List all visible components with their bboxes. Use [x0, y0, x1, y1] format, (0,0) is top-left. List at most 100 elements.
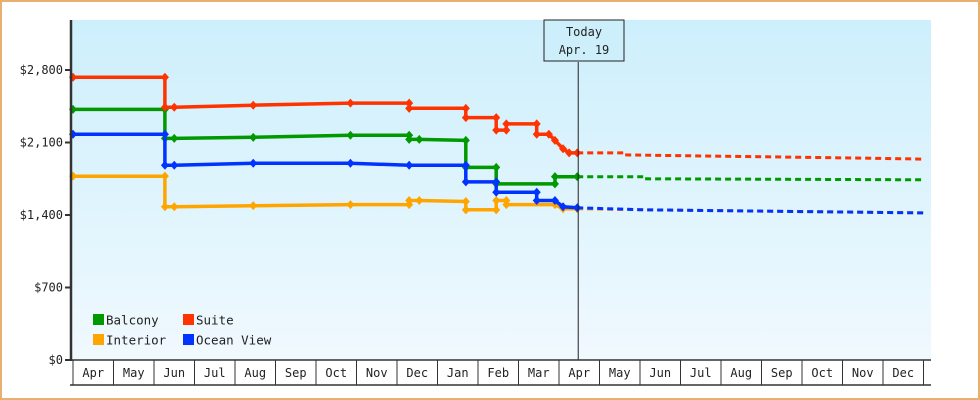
month-label: Jan: [447, 366, 469, 380]
legend: Balcony Suite Interior Ocean View: [93, 313, 272, 348]
data-point-marker[interactable]: [502, 200, 511, 210]
data-point-marker[interactable]: [532, 196, 541, 205]
data-point-marker[interactable]: [405, 196, 414, 205]
series-layer: [69, 72, 924, 215]
legend-swatch: [93, 314, 104, 325]
data-point-marker[interactable]: [461, 205, 470, 215]
today-marker: Today Apr. 19: [543, 19, 625, 360]
data-point-marker[interactable]: [160, 129, 169, 139]
month-label: Sep: [285, 366, 307, 380]
data-point-marker[interactable]: [550, 196, 559, 205]
legend-item-balcony[interactable]: Balcony: [93, 313, 159, 328]
legend-label: Balcony: [106, 313, 159, 328]
data-point-marker[interactable]: [160, 72, 169, 82]
data-point-marker[interactable]: [346, 200, 355, 210]
data-point-marker[interactable]: [544, 129, 553, 139]
month-label: Apr: [82, 366, 104, 380]
data-point-marker[interactable]: [492, 196, 501, 205]
today-box: [543, 19, 625, 62]
data-point-marker[interactable]: [532, 129, 541, 139]
legend-label: Ocean View: [196, 333, 272, 348]
data-point-marker[interactable]: [492, 187, 501, 197]
y-tick-label: $2,800: [20, 63, 63, 77]
legend-swatch: [183, 334, 194, 345]
data-point-marker[interactable]: [405, 134, 414, 144]
data-point-marker[interactable]: [405, 103, 414, 113]
data-point-marker[interactable]: [249, 132, 258, 142]
data-point-marker[interactable]: [249, 100, 258, 110]
series-forecast-line: [577, 151, 924, 161]
data-point-marker[interactable]: [492, 162, 501, 172]
today-label: Today: [566, 25, 602, 39]
legend-item-interior[interactable]: Interior: [93, 333, 167, 348]
data-point-marker[interactable]: [532, 119, 541, 129]
data-point-marker[interactable]: [249, 158, 258, 168]
month-label: Jul: [204, 366, 226, 380]
data-point-marker[interactable]: [565, 148, 574, 158]
data-point-marker[interactable]: [346, 98, 355, 108]
month-label: Sep: [771, 366, 793, 380]
axes: $0 $700 $1,400 $2,100 $2,800 Apr May Jun Jul Aug S…: [20, 20, 931, 386]
data-point-marker[interactable]: [550, 172, 559, 182]
month-label: Aug: [730, 366, 752, 380]
month-label: Dec: [406, 366, 428, 380]
legend-item-suite[interactable]: Suite: [183, 313, 234, 328]
data-point-marker[interactable]: [170, 202, 179, 212]
data-point-marker[interactable]: [492, 177, 501, 187]
data-point-marker[interactable]: [160, 171, 169, 181]
data-point-marker[interactable]: [573, 203, 582, 213]
data-point-marker[interactable]: [170, 102, 179, 112]
month-label: Jun: [649, 366, 671, 380]
data-point-marker[interactable]: [415, 134, 424, 144]
data-point-marker[interactable]: [160, 102, 169, 112]
legend-label: Interior: [106, 333, 167, 348]
data-point-marker[interactable]: [461, 135, 470, 145]
data-point-marker[interactable]: [492, 125, 501, 135]
legend-swatch: [183, 314, 194, 325]
data-point-marker[interactable]: [160, 160, 169, 170]
data-point-marker[interactable]: [461, 177, 470, 187]
data-point-marker[interactable]: [405, 160, 414, 170]
month-label: May: [609, 366, 631, 380]
data-point-marker[interactable]: [461, 103, 470, 113]
data-point-marker[interactable]: [170, 133, 179, 143]
month-label: Oct: [811, 366, 833, 380]
month-label: Aug: [244, 366, 266, 380]
series-line: [73, 107, 578, 186]
data-point-marker[interactable]: [405, 98, 414, 108]
y-tick-label: $2,100: [20, 136, 63, 150]
data-point-marker[interactable]: [492, 205, 501, 215]
data-point-marker[interactable]: [532, 187, 541, 197]
data-point-marker[interactable]: [415, 196, 424, 205]
plot-area: [72, 20, 931, 360]
month-label: Oct: [325, 366, 347, 380]
data-point-marker[interactable]: [346, 158, 355, 168]
data-point-marker[interactable]: [461, 113, 470, 123]
data-point-marker[interactable]: [170, 160, 179, 170]
data-point-marker[interactable]: [160, 202, 169, 212]
month-label: Jul: [690, 366, 712, 380]
data-point-marker[interactable]: [573, 148, 582, 158]
data-point-marker[interactable]: [559, 202, 568, 212]
data-point-marker[interactable]: [461, 197, 470, 207]
y-tick-label: $1,400: [20, 208, 63, 222]
month-label: May: [123, 366, 145, 380]
data-point-marker[interactable]: [346, 130, 355, 140]
data-point-marker[interactable]: [492, 113, 501, 123]
month-label: Jun: [163, 366, 185, 380]
data-point-marker[interactable]: [461, 160, 470, 170]
y-tick-label: $700: [34, 281, 63, 295]
month-label: Nov: [852, 366, 874, 380]
data-point-marker[interactable]: [249, 201, 258, 211]
legend-item-ocean-view[interactable]: Ocean View: [183, 333, 272, 348]
data-point-marker[interactable]: [550, 135, 559, 145]
data-point-marker[interactable]: [559, 144, 568, 154]
data-point-marker[interactable]: [502, 125, 511, 135]
data-point-marker[interactable]: [502, 119, 511, 129]
data-point-marker[interactable]: [573, 172, 582, 182]
month-label: Feb: [487, 366, 509, 380]
today-date: Apr. 19: [559, 43, 610, 57]
data-point-marker[interactable]: [550, 179, 559, 189]
series-ocean-view: [69, 129, 924, 215]
series-forecast-line: [577, 206, 924, 215]
